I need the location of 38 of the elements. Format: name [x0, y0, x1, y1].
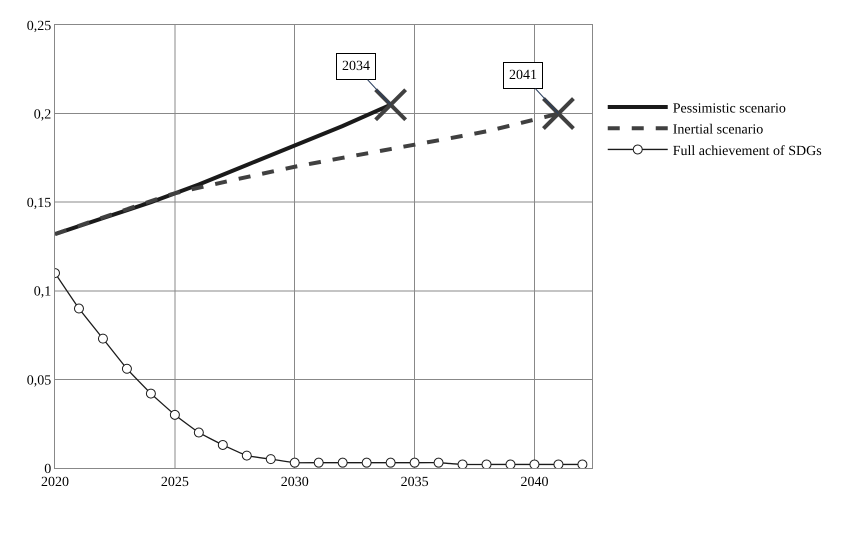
point — [553, 459, 564, 468]
point — [218, 440, 228, 450]
y-tick-label: 0,2 — [34, 108, 52, 122]
point — [482, 459, 492, 468]
annotation: 2034 — [342, 59, 370, 74]
x-tick-label: 2025 — [160, 474, 189, 490]
annotation: 2041 — [509, 68, 537, 83]
x-tick-label: 2030 — [280, 474, 309, 490]
y-tick-label: 0,1 — [34, 284, 52, 300]
point — [194, 428, 204, 438]
point — [338, 458, 348, 468]
point — [170, 410, 180, 420]
x-tick-label: 2040 — [520, 474, 548, 490]
point — [74, 304, 84, 314]
legend-label: Pessimistic scenario — [672, 102, 786, 117]
y-tick-label: 0 — [44, 462, 52, 477]
point — [410, 458, 420, 468]
point — [146, 388, 156, 399]
point — [266, 454, 276, 464]
point — [577, 459, 588, 468]
y-tick-label: 0,25 — [26, 18, 52, 34]
point — [505, 459, 516, 468]
point — [362, 458, 372, 468]
point — [529, 459, 540, 468]
point — [386, 458, 396, 468]
legend-label: Full achievement of SDGs — [672, 144, 822, 159]
point — [290, 458, 300, 468]
point — [122, 364, 132, 374]
x-tick-label: 2035 — [400, 474, 429, 490]
x-tick-label: 2020 — [41, 474, 69, 490]
point — [98, 334, 108, 344]
point — [242, 450, 252, 461]
point — [434, 458, 444, 468]
y-tick-label: 0,05 — [26, 373, 52, 388]
y-tick-label: 0,15 — [26, 196, 52, 212]
legend-label: Inertial scenario — [672, 122, 764, 138]
point — [458, 459, 468, 468]
point — [314, 458, 324, 468]
